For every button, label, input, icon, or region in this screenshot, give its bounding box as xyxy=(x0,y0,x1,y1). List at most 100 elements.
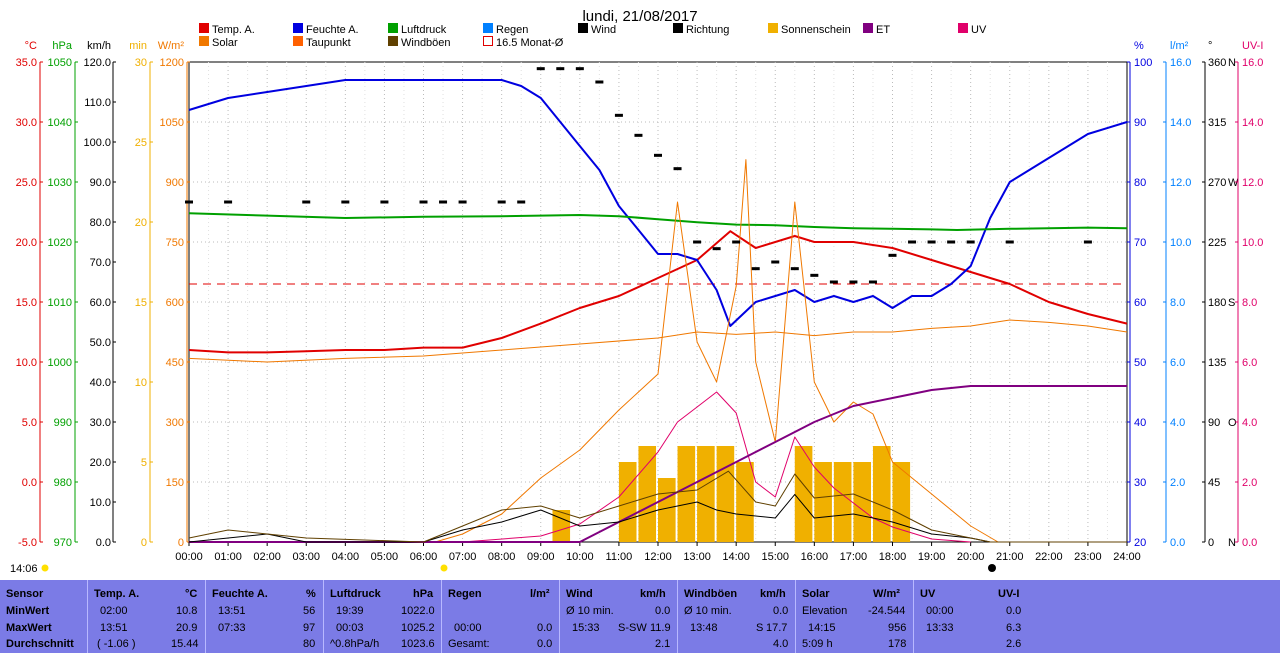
axis-unit: min xyxy=(129,40,147,52)
stats-unit-gust: km/h xyxy=(760,588,786,600)
direction-point xyxy=(829,280,838,284)
legend-swatch xyxy=(199,23,209,33)
stats-unit-rain: l/m² xyxy=(530,588,550,600)
sunshine-bar xyxy=(716,446,735,542)
tick-label: 150 xyxy=(166,477,184,489)
x-tick-label: 07:00 xyxy=(449,551,477,563)
tick-label: 450 xyxy=(166,357,184,369)
legend-swatch xyxy=(483,23,493,33)
legend-item: ET xyxy=(863,23,890,36)
tick-label: 600 xyxy=(166,297,184,309)
direction-point xyxy=(732,240,741,244)
direction-point xyxy=(614,113,623,117)
tick-label: 900 xyxy=(166,177,184,189)
tick-label: 180 xyxy=(1208,297,1226,309)
legend-item: Luftdruck xyxy=(388,23,447,36)
direction-point xyxy=(536,67,545,71)
sunshine-bar xyxy=(697,446,715,542)
tick-label: -5.0 xyxy=(18,537,37,549)
uv-min: 0.0 xyxy=(1006,605,1022,617)
x-tick-label: 01:00 xyxy=(214,551,242,563)
legend-item: Sonnenschein xyxy=(768,23,851,36)
tick-label: 750 xyxy=(166,237,184,249)
wind-avg: 2.1 xyxy=(655,638,671,650)
direction-point xyxy=(673,167,682,171)
direction-point xyxy=(771,260,780,264)
sunshine-bar xyxy=(853,462,872,542)
legend-swatch xyxy=(483,36,493,46)
right-axes: % 100 90 80 70 60 50 40 30 20 l/m² 16.0 14.0 12.0 10.0… xyxy=(1127,40,1263,549)
stats-header-press: Luftdruck xyxy=(330,588,381,600)
legend-swatch xyxy=(388,36,398,46)
legend-item: Wind xyxy=(578,23,616,36)
x-tick-label: 13:00 xyxy=(683,551,711,563)
tick-label: 10 xyxy=(135,377,147,389)
series-line-temp-a- xyxy=(188,230,1128,354)
right-axis-1: l/m² 16.0 14.0 12.0 10.0 8.0 6.0 4.0 2.0 0.0 xyxy=(1163,40,1191,549)
left-axis-0: °C 35.0 30.0 25.0 20.0 15.0 10.0 5.0 0.0 -5.0 xyxy=(16,40,43,549)
tick-label: 16.0 xyxy=(1242,57,1263,69)
sunshine-bar xyxy=(677,446,696,542)
direction-point xyxy=(751,267,760,271)
tick-label: 90.0 xyxy=(90,177,111,189)
tick-label: 15 xyxy=(135,297,147,309)
stats-header-solar: Solar xyxy=(802,588,830,600)
left-axis-3: min 30 25 20 15 10 5 0 xyxy=(129,40,153,549)
stats-header-humid: Feuchte A. xyxy=(212,588,268,600)
temp-max: 20.9 xyxy=(176,622,198,634)
tick-label: 135 xyxy=(1208,357,1226,369)
tick-label: 30 xyxy=(135,57,147,69)
axis-unit: W/m² xyxy=(158,40,185,52)
legend-label: Windböen xyxy=(401,37,451,49)
legend-label: Feuchte A. xyxy=(306,24,359,36)
x-tick-label: 10:00 xyxy=(566,551,594,563)
series-line-et xyxy=(189,385,1127,543)
press-max: 1025.2 xyxy=(401,622,435,634)
solar-avg-note: 5:09 h xyxy=(802,638,833,650)
legend-item: Richtung xyxy=(673,23,729,36)
tick-label: 1200 xyxy=(160,57,184,69)
sunshine-bar xyxy=(638,446,657,542)
right-axis-2: ° 360 315 270 225 180 135 90 45 0 xyxy=(1202,40,1226,549)
legend-label: Sonnenschein xyxy=(781,24,851,36)
direction-point xyxy=(439,200,448,204)
press-avg: 1023.6 xyxy=(401,638,435,650)
tick-label: 90 xyxy=(1134,117,1146,129)
tick-label: 100 xyxy=(1134,57,1152,69)
stats-unit-humid: % xyxy=(306,588,316,600)
temp-min: 10.8 xyxy=(176,605,198,617)
gust-min-label: Ø 10 min. xyxy=(684,605,732,617)
x-tick-label: 24:00 xyxy=(1113,551,1141,563)
press-min: 1022.0 xyxy=(401,605,435,617)
legend-swatch xyxy=(673,23,683,33)
tick-label: 70.0 xyxy=(90,257,111,269)
tick-label: 110.0 xyxy=(84,97,111,109)
solar-avg: 178 xyxy=(888,638,907,650)
tick-label: 360 xyxy=(1208,57,1226,69)
tick-label: 20 xyxy=(1134,537,1146,549)
rain-max-time: 00:00 xyxy=(454,622,482,634)
stats-panel: Sensor MinWert MaxWert Durchschnitt Temp… xyxy=(0,580,1280,653)
legend-item: UV xyxy=(958,23,987,36)
tick-label: 60.0 xyxy=(90,297,111,309)
left-axis-1: hPa 1050 1040 1030 1020 1010 1000 990 980 970 xyxy=(48,40,78,549)
tick-label: 40 xyxy=(1134,417,1146,429)
tick-label: 315 xyxy=(1208,117,1226,129)
series-line-windb-en xyxy=(188,470,1127,543)
time-marker xyxy=(41,564,49,572)
wind-max-dir: S-SW xyxy=(618,622,647,634)
tick-label: 120.0 xyxy=(83,57,111,69)
tick-label: 225 xyxy=(1208,237,1226,249)
tick-label: 0 xyxy=(141,537,147,549)
direction-point xyxy=(302,200,311,204)
tick-label: 45 xyxy=(1208,477,1220,489)
axis-unit: km/h xyxy=(87,40,111,52)
tick-label: 8.0 xyxy=(1242,297,1257,309)
right-axis-0: % 100 90 80 70 60 50 40 30 20 xyxy=(1127,40,1152,549)
x-tick-label: 17:00 xyxy=(840,551,868,563)
x-tick-label: 16:00 xyxy=(801,551,829,563)
stats-header-rain: Regen xyxy=(448,588,482,600)
tick-label: 14.0 xyxy=(1242,117,1263,129)
humid-avg: 80 xyxy=(303,638,316,650)
tick-label: O xyxy=(1228,417,1237,429)
